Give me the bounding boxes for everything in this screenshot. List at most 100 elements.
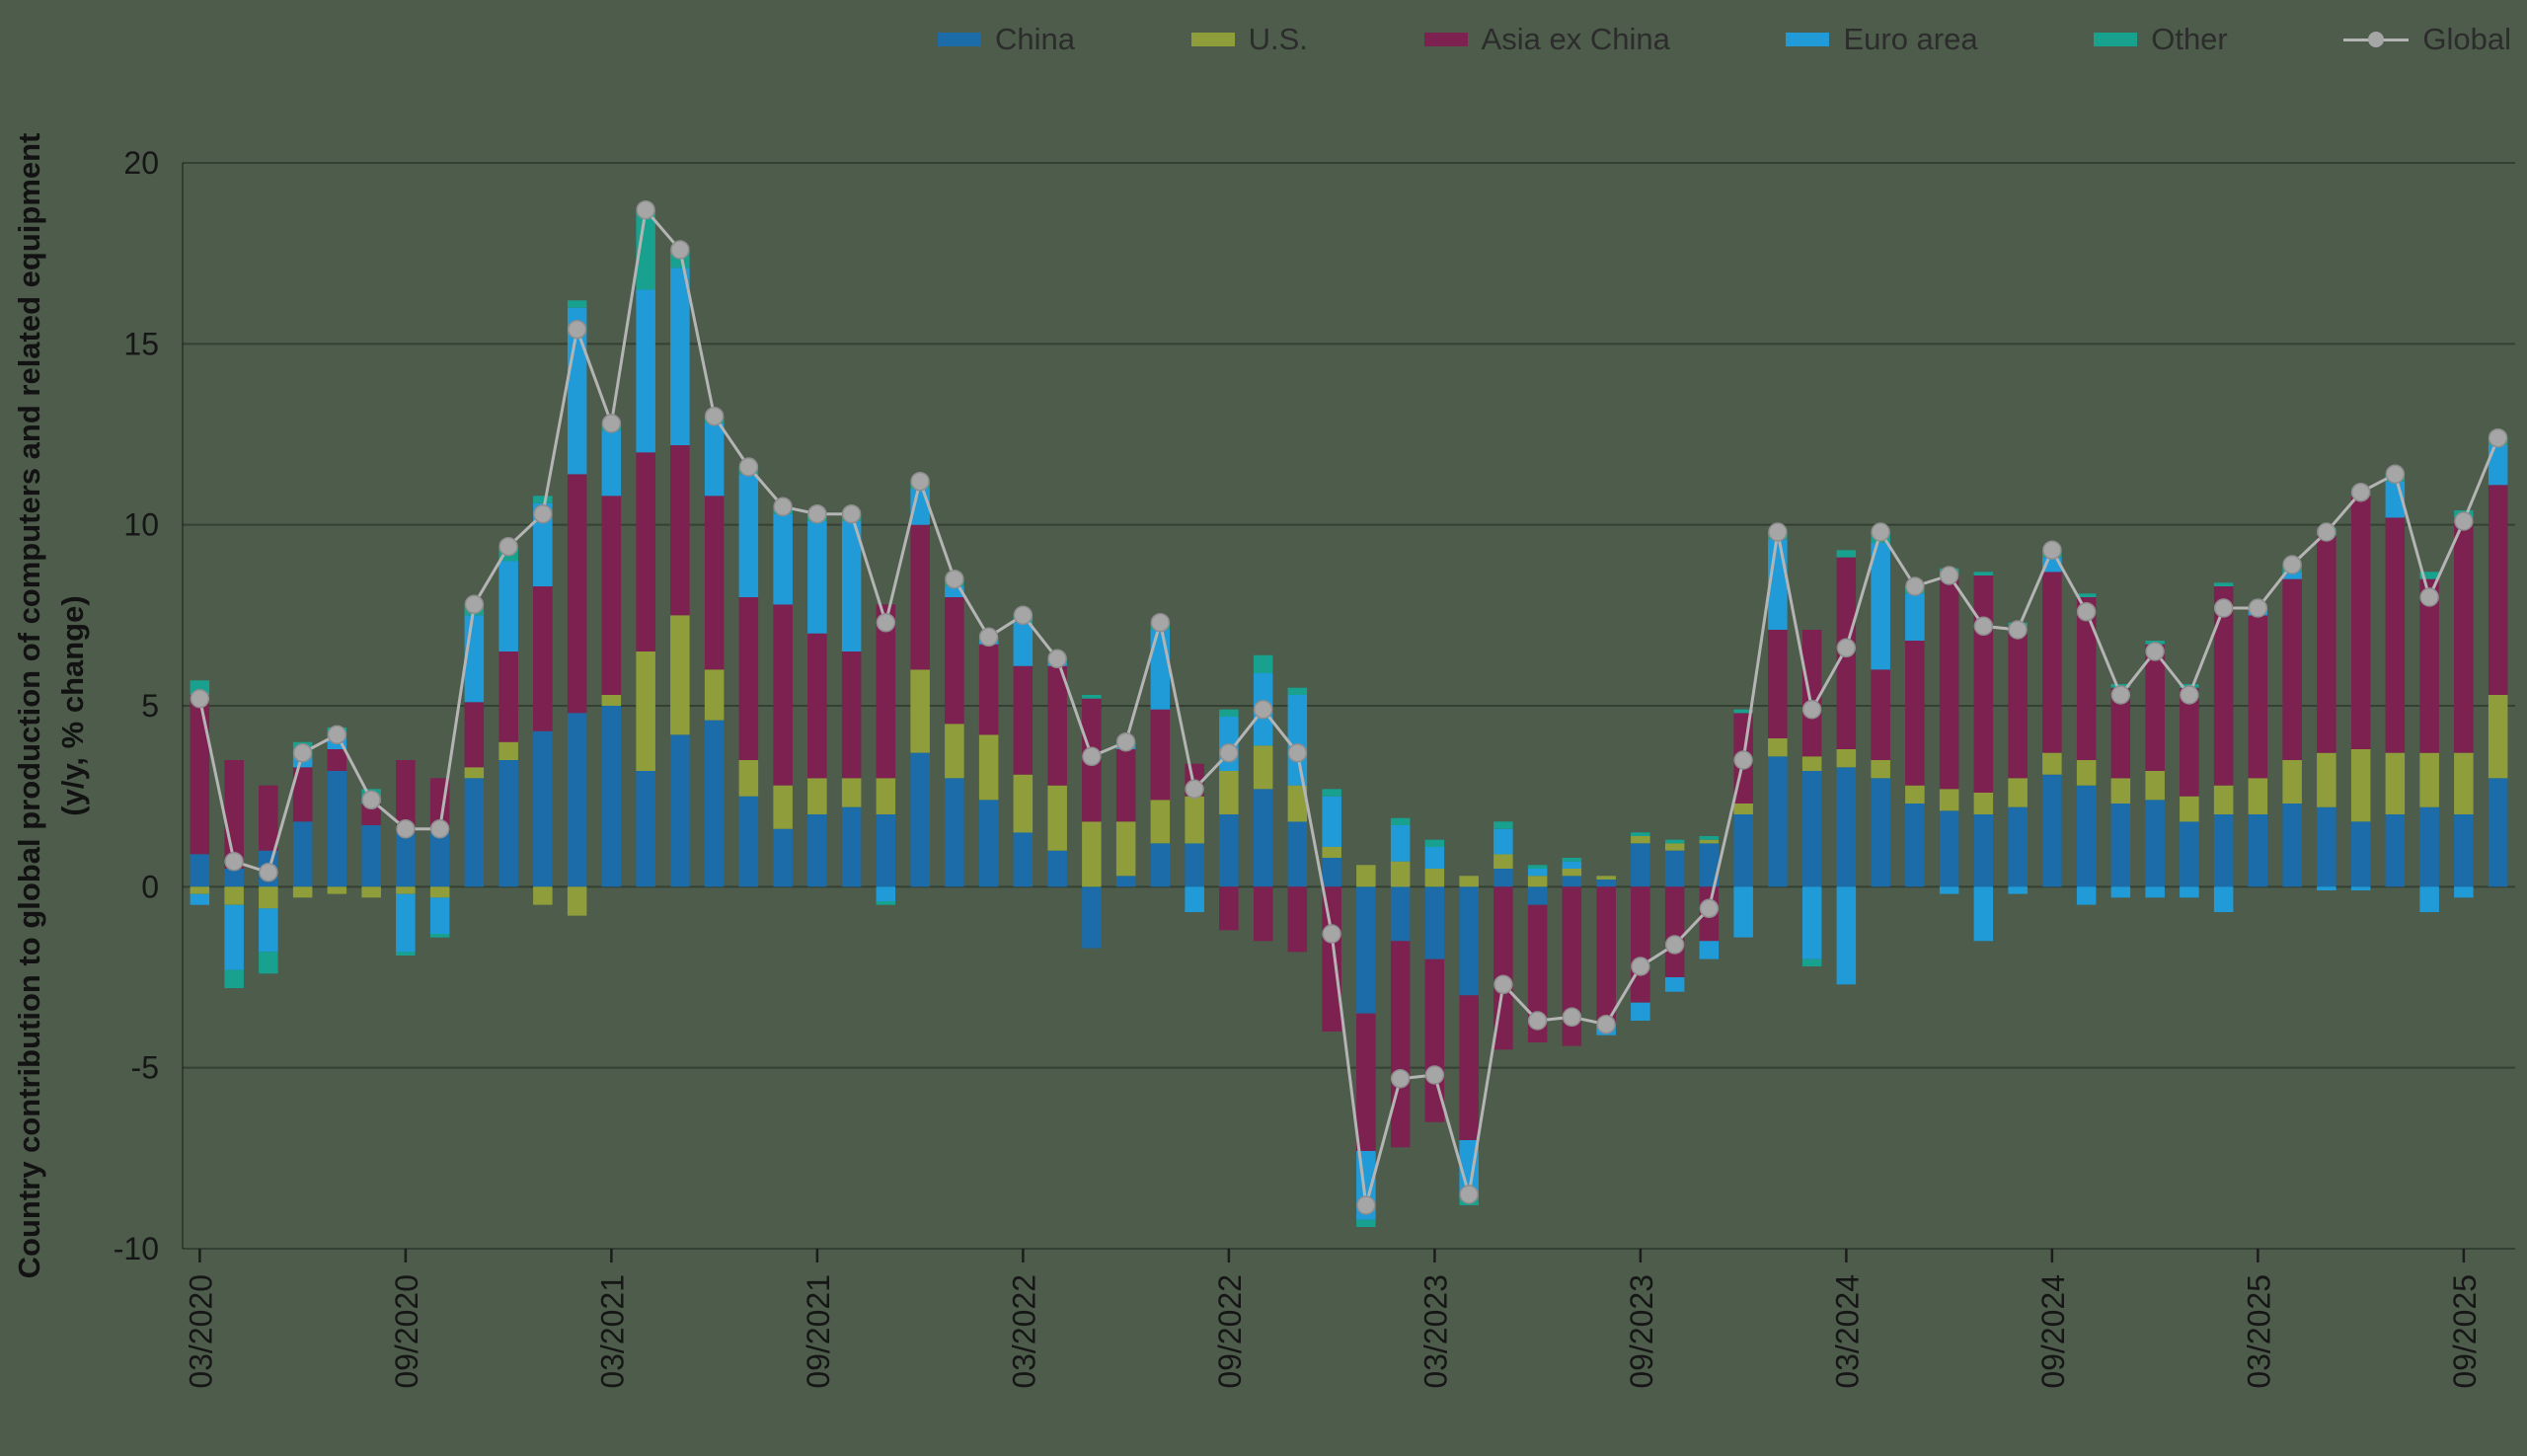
bar-segment-china: [2350, 821, 2371, 887]
bar-segment-china: [1905, 804, 1925, 887]
y-tick-label: -5: [131, 1050, 159, 1086]
bar-segment-u-s: [429, 886, 450, 898]
bar-segment-u-s: [1768, 738, 1788, 757]
bar-segment-other: [2213, 582, 2234, 586]
bar-segment-china: [1664, 850, 1685, 887]
bar-segment-other: [1493, 821, 1513, 829]
global-marker: [1733, 750, 1753, 770]
bar-segment-asia-ex-china: [636, 452, 655, 651]
legend-label: China: [995, 22, 1075, 56]
bar-segment-asia-ex-china: [1253, 886, 1273, 942]
x-tick-label: 03/2024: [1829, 1274, 1865, 1389]
bar-segment-euro-area: [1905, 593, 1925, 641]
bar-segment-euro-area: [2213, 886, 2234, 912]
x-tick-label: 09/2022: [1212, 1274, 1248, 1389]
bar-segment-u-s: [1185, 796, 1204, 844]
bar-segment-china: [2076, 785, 2097, 887]
bar-segment-china: [2180, 821, 2199, 887]
bar-segment-euro-area: [1562, 861, 1582, 869]
bar-segment-china: [1150, 843, 1171, 887]
bar-segment-asia-ex-china: [2282, 578, 2302, 760]
global-marker: [190, 688, 210, 709]
bar-segment-asia-ex-china: [2317, 535, 2336, 753]
bar-segment-u-s: [2042, 752, 2062, 775]
bar-segment-u-s: [636, 651, 655, 771]
bar-segment-asia-ex-china: [704, 496, 725, 670]
global-marker: [2454, 511, 2474, 531]
global-marker: [1424, 1065, 1445, 1085]
global-marker: [2385, 464, 2406, 485]
bar-segment-china: [773, 828, 793, 887]
bar-segment-u-s: [1459, 876, 1479, 887]
bar-segment-u-s: [498, 741, 518, 760]
global-marker: [1664, 935, 1685, 955]
bar-segment-other: [429, 934, 450, 938]
bar-segment-u-s: [1390, 861, 1411, 887]
bar-segment-asia-ex-china: [1939, 575, 1959, 790]
bar-segment-u-s: [1733, 804, 1753, 814]
global-marker: [1973, 616, 1994, 637]
legend-swatch-other: [2094, 33, 2138, 46]
bar-segment-u-s: [396, 886, 416, 894]
bar-segment-asia-ex-china: [361, 804, 381, 825]
bar-segment-asia-ex-china: [1459, 995, 1479, 1140]
bar-segment-u-s: [738, 760, 759, 797]
bar-segment-other: [1801, 958, 1822, 966]
bar-segment-asia-ex-china: [498, 651, 518, 742]
global-line: [197, 206, 2499, 1206]
bar-segment-euro-area: [2110, 886, 2131, 898]
bar-segment-u-s: [2180, 796, 2199, 822]
bar-segment-asia-ex-china: [464, 702, 485, 768]
x-tick-label: 03/2020: [183, 1274, 218, 1389]
bar-segment-asia-ex-china: [2419, 578, 2439, 753]
bar-segment-asia-ex-china: [190, 695, 210, 855]
bar-segment-u-s: [2317, 752, 2336, 807]
bar-segment-euro-area: [224, 904, 244, 970]
global-marker: [1322, 924, 1341, 944]
bar-segment-u-s: [1836, 749, 1857, 768]
bar-segment-asia-ex-china: [807, 633, 827, 779]
bar-segment-asia-ex-china: [1047, 665, 1067, 786]
global-marker: [1527, 1011, 1548, 1031]
bar-segment-china: [2145, 800, 2165, 887]
bar-segment-u-s: [2350, 749, 2371, 822]
global-marker: [601, 414, 622, 433]
bar-segment-euro-area: [2488, 445, 2508, 486]
bar-segment-asia-ex-china: [1527, 904, 1548, 1042]
bar-segment-u-s: [1596, 876, 1616, 880]
bar-segment-asia-ex-china: [2350, 496, 2371, 749]
bar-segment-other: [1219, 709, 1239, 717]
bar-segment-china: [978, 800, 999, 887]
bar-segment-asia-ex-china: [1664, 886, 1685, 977]
bar-segment-u-s: [2145, 771, 2165, 801]
bar-segment-euro-area: [2282, 572, 2302, 579]
bar-segment-china: [1322, 858, 1341, 887]
bar-segment-china: [190, 854, 210, 887]
bar-segment-asia-ex-china: [2488, 485, 2508, 695]
bar-segment-asia-ex-china: [2110, 687, 2131, 779]
bar-segment-euro-area: [807, 521, 827, 634]
bar-segment-china: [361, 825, 381, 887]
global-marker: [1699, 898, 1720, 919]
global-marker: [327, 725, 347, 745]
bar-segment-china: [2282, 804, 2302, 887]
bar-segment-euro-area: [773, 513, 793, 605]
legend-item-global: Global: [2343, 22, 2511, 57]
bar-segment-asia-ex-china: [978, 644, 999, 735]
bar-segment-euro-area: [1664, 977, 1685, 992]
bar-segment-asia-ex-china: [910, 524, 930, 670]
bar-segment-asia-ex-china: [1905, 641, 1925, 786]
bar-segment-euro-area: [429, 897, 450, 934]
legend-swatch-u-s: [1190, 33, 1235, 46]
bar-segment-u-s: [2008, 778, 2028, 807]
bar-segment-china: [1836, 767, 1857, 887]
bar-segment-china: [670, 734, 690, 887]
bar-segment-u-s: [1047, 785, 1067, 851]
bar-segment-asia-ex-china: [1973, 575, 1994, 793]
bar-segment-other: [224, 969, 244, 988]
bar-segment-u-s: [361, 886, 381, 898]
bar-segment-china: [396, 832, 416, 887]
bar-segment-asia-ex-china: [2213, 586, 2234, 786]
bar-segment-u-s: [910, 669, 930, 753]
bar-segment-u-s: [1082, 821, 1102, 887]
